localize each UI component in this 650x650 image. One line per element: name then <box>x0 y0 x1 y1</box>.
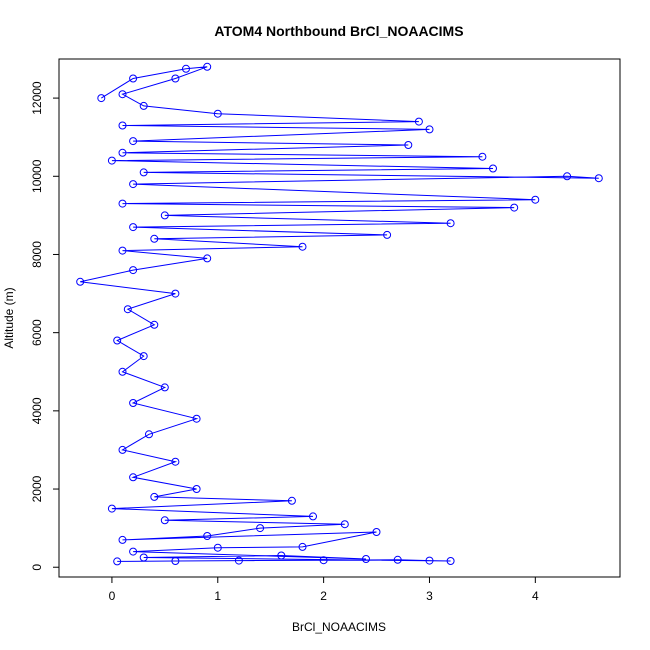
data-point <box>309 512 317 521</box>
data-point <box>160 383 169 392</box>
data-point <box>118 367 127 376</box>
y-tick-label: 10000 <box>30 159 44 193</box>
data-point <box>113 557 122 566</box>
data-point <box>118 199 127 208</box>
y-tick-label: 0 <box>30 564 44 571</box>
data-point <box>203 532 212 540</box>
data-point <box>425 556 434 565</box>
data-point <box>446 219 455 228</box>
data-point <box>139 101 148 110</box>
data-point <box>171 289 180 298</box>
data-point <box>129 180 138 189</box>
data-point <box>446 557 455 565</box>
data-point <box>171 457 180 466</box>
x-axis: 0 1 2 3 4 <box>109 576 539 603</box>
x-tick-label: 0 <box>109 589 116 603</box>
y-tick-label: 4000 <box>30 397 44 424</box>
y-axis-label: Altitude (m) <box>2 287 16 348</box>
data-point <box>383 230 392 239</box>
data-point <box>213 109 222 118</box>
data-point <box>414 117 423 126</box>
data-point <box>489 164 497 173</box>
data-point <box>97 94 106 103</box>
data-point <box>298 542 307 551</box>
data-point <box>393 555 402 564</box>
data-point <box>160 516 169 525</box>
data-point <box>150 234 159 243</box>
data-point <box>107 156 116 165</box>
data-point <box>425 125 434 134</box>
data-point <box>139 553 148 562</box>
x-tick-label: 2 <box>320 589 327 603</box>
data-point <box>118 246 127 255</box>
data-point <box>150 320 159 329</box>
data-point <box>531 195 540 204</box>
data-point <box>145 430 153 439</box>
y-axis: 0 2000 4000 6000 8000 10000 12000 <box>30 81 60 571</box>
data-point <box>118 445 127 454</box>
data-point <box>478 152 487 161</box>
data-point <box>234 556 243 565</box>
data-point <box>171 557 180 565</box>
data-point <box>129 266 138 275</box>
data-point <box>298 242 307 251</box>
data-point <box>118 148 127 157</box>
x-axis-label: BrCl_NOAACIMS <box>292 620 386 634</box>
data-point <box>213 543 222 552</box>
y-tick-label: 2000 <box>30 475 44 502</box>
data-point <box>277 551 286 560</box>
data-point <box>362 555 370 563</box>
x-tick-label: 3 <box>426 589 433 603</box>
data-point <box>287 496 296 505</box>
data-point <box>203 62 212 71</box>
data-point <box>129 473 138 482</box>
data-point <box>192 414 201 423</box>
data-point <box>129 74 138 83</box>
data-point <box>118 121 127 130</box>
data-point <box>107 504 116 513</box>
data-point <box>171 74 180 83</box>
chart-title: ATOM4 Northbound BrCl_NOAACIMS <box>214 23 463 39</box>
series-line <box>80 66 599 562</box>
data-point <box>340 520 349 529</box>
data-point <box>563 172 572 181</box>
data-point <box>510 203 519 212</box>
data-point <box>123 305 132 314</box>
data-point <box>129 137 138 146</box>
data-point <box>182 64 190 73</box>
data-point <box>203 254 212 263</box>
y-tick-label: 6000 <box>30 319 44 346</box>
data-point <box>404 141 413 149</box>
data-point <box>76 277 85 286</box>
data-point <box>372 528 381 536</box>
data-point <box>113 336 122 345</box>
data-point <box>319 556 328 565</box>
y-tick-label: 8000 <box>30 241 44 268</box>
data-point <box>139 168 148 177</box>
data-point <box>129 223 138 232</box>
x-tick-label: 4 <box>532 589 539 603</box>
y-tick-label: 12000 <box>30 81 44 115</box>
data-point <box>129 399 138 407</box>
data-point <box>256 524 265 533</box>
data-point <box>129 547 138 556</box>
data-point <box>139 352 148 361</box>
data-point <box>594 174 603 183</box>
data-point <box>118 90 127 99</box>
data-layer <box>76 62 603 566</box>
data-point <box>118 535 127 544</box>
x-tick-label: 1 <box>214 589 221 603</box>
data-point <box>192 485 201 493</box>
data-point <box>150 492 159 501</box>
data-point <box>160 211 169 220</box>
